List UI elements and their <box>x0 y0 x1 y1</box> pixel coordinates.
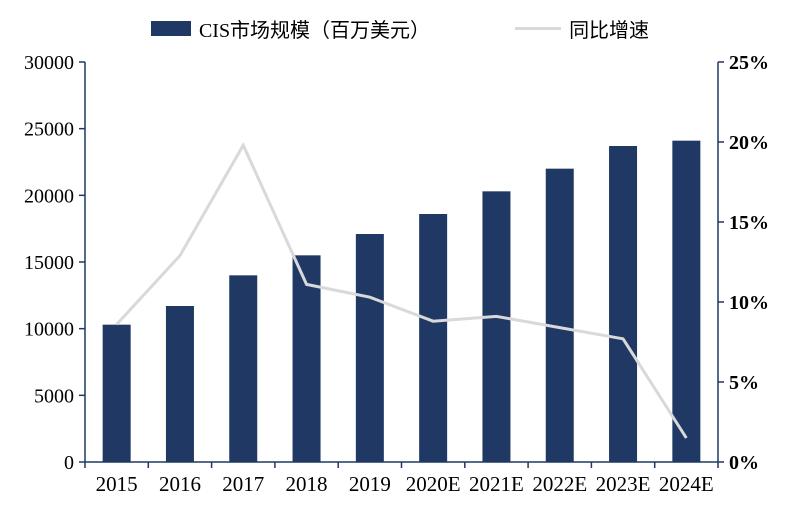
x-axis-label: 2015 <box>96 472 138 496</box>
chart-legend: CIS市场规模（百万美元） 同比增速 <box>0 14 800 43</box>
right-axis-label: 10% <box>729 292 769 314</box>
bar-2024E <box>672 140 701 462</box>
x-axis-label: 2024E <box>659 472 714 496</box>
x-axis-label: 2019 <box>349 472 391 496</box>
x-axis-label: 2022E <box>532 472 587 496</box>
bar-2015 <box>102 324 131 462</box>
x-axis-label: 2023E <box>596 472 651 496</box>
left-axis-label: 25000 <box>24 119 74 141</box>
bar-2021E <box>482 191 511 463</box>
line-series-swatch-icon <box>515 27 562 30</box>
bar-2017 <box>229 275 258 462</box>
left-axis-label: 20000 <box>24 185 74 207</box>
left-axis-label: 15000 <box>24 252 74 274</box>
bar-series-swatch-icon <box>150 21 191 36</box>
bar-2019 <box>355 234 384 462</box>
x-axis-label: 2021E <box>469 472 524 496</box>
left-axis-label: 10000 <box>24 319 74 341</box>
legend-item-market-size: CIS市场规模（百万美元） <box>150 14 431 43</box>
bar-2018 <box>292 255 321 462</box>
bar-2022E <box>545 168 574 462</box>
x-axis-label: 2017 <box>222 472 264 496</box>
right-axis-label: 0% <box>729 452 759 474</box>
right-axis-label: 15% <box>729 212 769 234</box>
right-axis-label: 5% <box>729 372 759 394</box>
right-axis-label: 25% <box>729 52 769 74</box>
bar-2023E <box>609 146 638 462</box>
left-axis-label: 0 <box>64 452 74 474</box>
x-axis-label: 2018 <box>286 472 328 496</box>
x-axis-label: 2020E <box>406 472 461 496</box>
growth-rate-line <box>115 141 688 439</box>
legend-item-growth-rate: 同比增速 <box>515 14 649 43</box>
bar-2016 <box>165 306 194 462</box>
right-axis-label: 20% <box>729 132 769 154</box>
legend-label-market-size: CIS市场规模（百万美元） <box>198 20 431 42</box>
plot-area: 0 5000 10000 15000 20000 25000 30000 0% 5% 10% 15%… <box>24 52 769 496</box>
left-axis-label: 5000 <box>34 385 74 407</box>
x-axis-label: 2016 <box>159 472 201 496</box>
legend-label-growth-rate: 同比增速 <box>569 20 650 42</box>
left-axis-label: 30000 <box>24 52 74 74</box>
bar-2020E <box>419 214 448 462</box>
